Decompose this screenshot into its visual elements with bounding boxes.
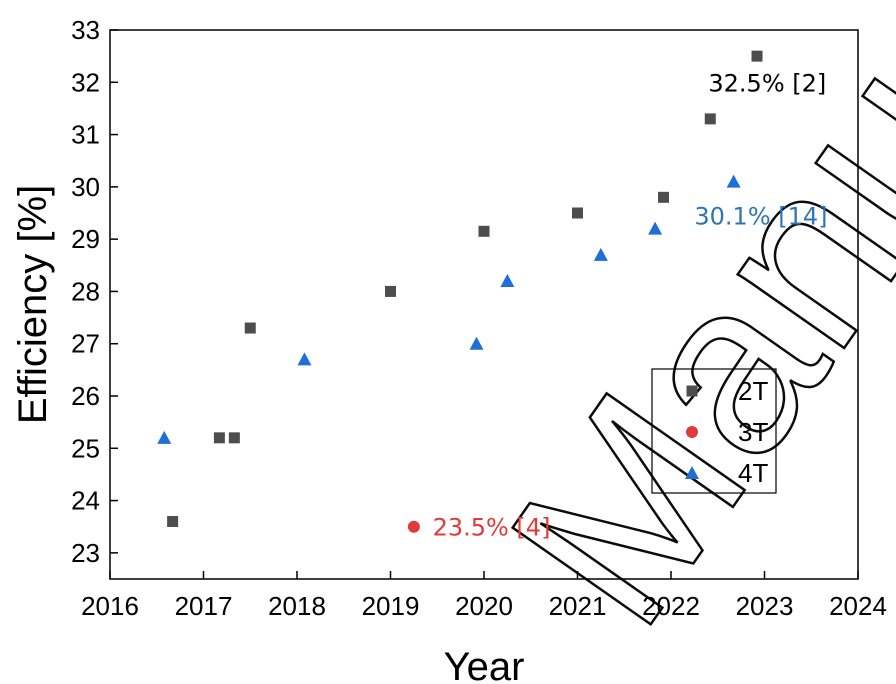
y-tick-label: 23: [71, 538, 100, 568]
x-tick-label: 2023: [736, 591, 794, 621]
data-point-2t: [572, 207, 583, 219]
x-tick-label: 2017: [175, 591, 233, 621]
y-tick-label: 29: [71, 224, 100, 254]
y-tick-label: 32: [71, 67, 100, 97]
series-2t: [167, 50, 763, 527]
series-3t: [407, 520, 420, 533]
data-point-4t: [593, 247, 608, 261]
legend-label-3t: 3T: [738, 417, 768, 447]
series-4t: [157, 174, 741, 444]
data-point-2t: [213, 432, 225, 444]
data-point-4t: [469, 336, 484, 350]
data-point-2t: [228, 432, 240, 444]
data-point-4t: [157, 430, 172, 444]
y-tick-label: 24: [71, 486, 100, 516]
x-tick-label: 2019: [362, 591, 420, 621]
y-axis-title: Efficiency [%]: [11, 185, 55, 424]
legend-marker-2t: [686, 385, 698, 397]
y-tick-label: 31: [71, 120, 100, 150]
legend-label-4t: 4T: [738, 458, 768, 488]
x-tick-label: 2020: [455, 591, 513, 621]
y-tick-label: 27: [71, 329, 100, 359]
data-point-4t: [648, 221, 663, 235]
data-point-2t: [385, 285, 396, 297]
data-point-3t: [407, 520, 420, 533]
data-point-4t: [297, 352, 312, 366]
x-tick-label: 2021: [549, 591, 607, 621]
legend-marker-3t: [686, 426, 698, 438]
y-tick-label: 33: [71, 15, 100, 45]
data-point-2t: [167, 515, 179, 527]
y-tick-label: 30: [71, 172, 100, 202]
y-tick-label: 28: [71, 276, 100, 306]
legend-box: [651, 368, 777, 494]
x-tick-label: 2022: [642, 591, 700, 621]
data-point-2t: [244, 322, 256, 334]
data-annotation: 30.1% [14]: [694, 203, 827, 231]
x-tick-label: 2016: [81, 591, 139, 621]
x-tick-label: 2018: [268, 591, 326, 621]
legend-label-2t: 2T: [738, 376, 768, 406]
data-point-2t: [658, 191, 670, 203]
y-tick-label: 26: [71, 381, 100, 411]
watermark-text: Manu: [457, 11, 896, 670]
x-axis-title: Year: [444, 645, 525, 684]
x-tick-label: 2024: [829, 591, 887, 621]
y-tick-label: 25: [71, 433, 100, 463]
legend-marker-4t: [685, 466, 699, 479]
data-point-2t: [478, 225, 490, 237]
watermark: Manu: [456, 10, 896, 672]
data-point-4t: [500, 273, 515, 287]
data-point-2t: [704, 113, 716, 125]
plot-area: 2016 2017 2018 2019 2020 2021 2022 2023 2024 23 24…: [71, 15, 887, 621]
data-annotation: 32.5% [2]: [708, 69, 826, 97]
data-point-4t: [726, 174, 741, 188]
data-annotation: 23.5% [4]: [433, 514, 551, 542]
legend: 2T 3T 4T: [651, 368, 777, 494]
data-point-2t: [751, 50, 763, 62]
